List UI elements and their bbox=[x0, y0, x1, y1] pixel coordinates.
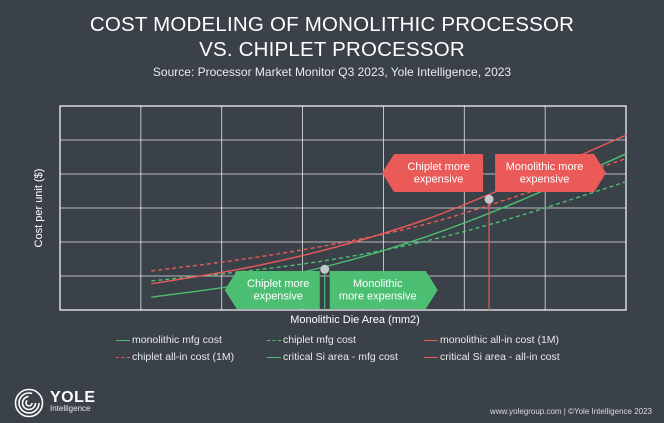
brand-logo: YOLE Intelligence bbox=[14, 388, 96, 418]
legend-item: critical Si area - all-in cost bbox=[424, 349, 560, 365]
y-axis-label: Cost per unit ($) bbox=[33, 169, 45, 248]
legend-swatch bbox=[267, 339, 281, 341]
legend-label: monolithic mfg cost bbox=[132, 334, 222, 346]
legend-label: critical Si area - mfg cost bbox=[283, 351, 398, 363]
annotation-text-1-line-2: expensive bbox=[253, 291, 303, 303]
legend-label: chiplet all-in cost (1M) bbox=[132, 351, 235, 363]
legend-label: chiplet mfg cost bbox=[283, 334, 356, 346]
legend-swatch bbox=[267, 356, 281, 358]
x-axis-label: Monolithic Die Area (mm2) bbox=[290, 314, 420, 326]
annotation-text-3-line-1: Chiplet more bbox=[407, 161, 469, 173]
annotation-text-1-line-1: Chiplet more bbox=[247, 278, 309, 290]
chart-source: Source: Processor Market Monitor Q3 2023… bbox=[152, 65, 512, 79]
annotation-text-2-line-2: more expensive bbox=[339, 291, 417, 303]
annotation-arrow-3 bbox=[382, 154, 484, 192]
legend-swatch bbox=[116, 356, 130, 358]
title-line-1: COST MODELING OF MONOLITHIC PROCESSOR bbox=[89, 13, 575, 36]
title-line-2: VS. CHIPLET PROCESSOR bbox=[199, 38, 465, 61]
brand-sub: Intelligence bbox=[50, 404, 91, 413]
series-line-chiplet-mfg-cost bbox=[151, 181, 627, 282]
legend-item: monolithic mfg cost bbox=[116, 332, 222, 348]
legend-item: monolithic all-in cost (1M) bbox=[424, 332, 559, 348]
legend-label: monolithic all-in cost (1M) bbox=[440, 334, 560, 346]
annotation-arrow-1 bbox=[224, 271, 320, 309]
page-title: COST MODELING OF MONOLITHIC PROCESSOR VS… bbox=[0, 12, 664, 62]
annotation-text-2-line-1: Monolithic bbox=[353, 278, 403, 290]
legend-label: critical Si area - all-in cost bbox=[440, 351, 560, 363]
annotation-text-4-line-2: expensive bbox=[520, 174, 570, 186]
legend-swatch bbox=[424, 356, 438, 358]
footer-credit: www.yolegroup.com | ©Yole Intelligence 2… bbox=[490, 407, 652, 416]
annotation-text-4-line-1: Monolithic more bbox=[506, 161, 584, 173]
annotation-arrow-4 bbox=[495, 154, 607, 192]
spiral-logo-icon bbox=[14, 388, 44, 418]
brand-name: YOLE bbox=[50, 389, 96, 406]
legend-item: chiplet all-in cost (1M) bbox=[116, 349, 234, 365]
marker-dot-critical-si-area-mfg-cost bbox=[320, 264, 330, 274]
legend-item: critical Si area - mfg cost bbox=[267, 349, 398, 365]
legend-item: chiplet mfg cost bbox=[267, 332, 356, 348]
legend-swatch bbox=[424, 339, 438, 341]
annotation-text-3-line-2: expensive bbox=[414, 174, 464, 186]
chart-legend: monolithic mfg cost chiplet mfg cost monol… bbox=[0, 332, 664, 372]
marker-dot-critical-si-area-all-in-cost bbox=[484, 194, 494, 204]
annotation-arrow-2 bbox=[329, 271, 438, 309]
legend-swatch bbox=[116, 339, 130, 341]
